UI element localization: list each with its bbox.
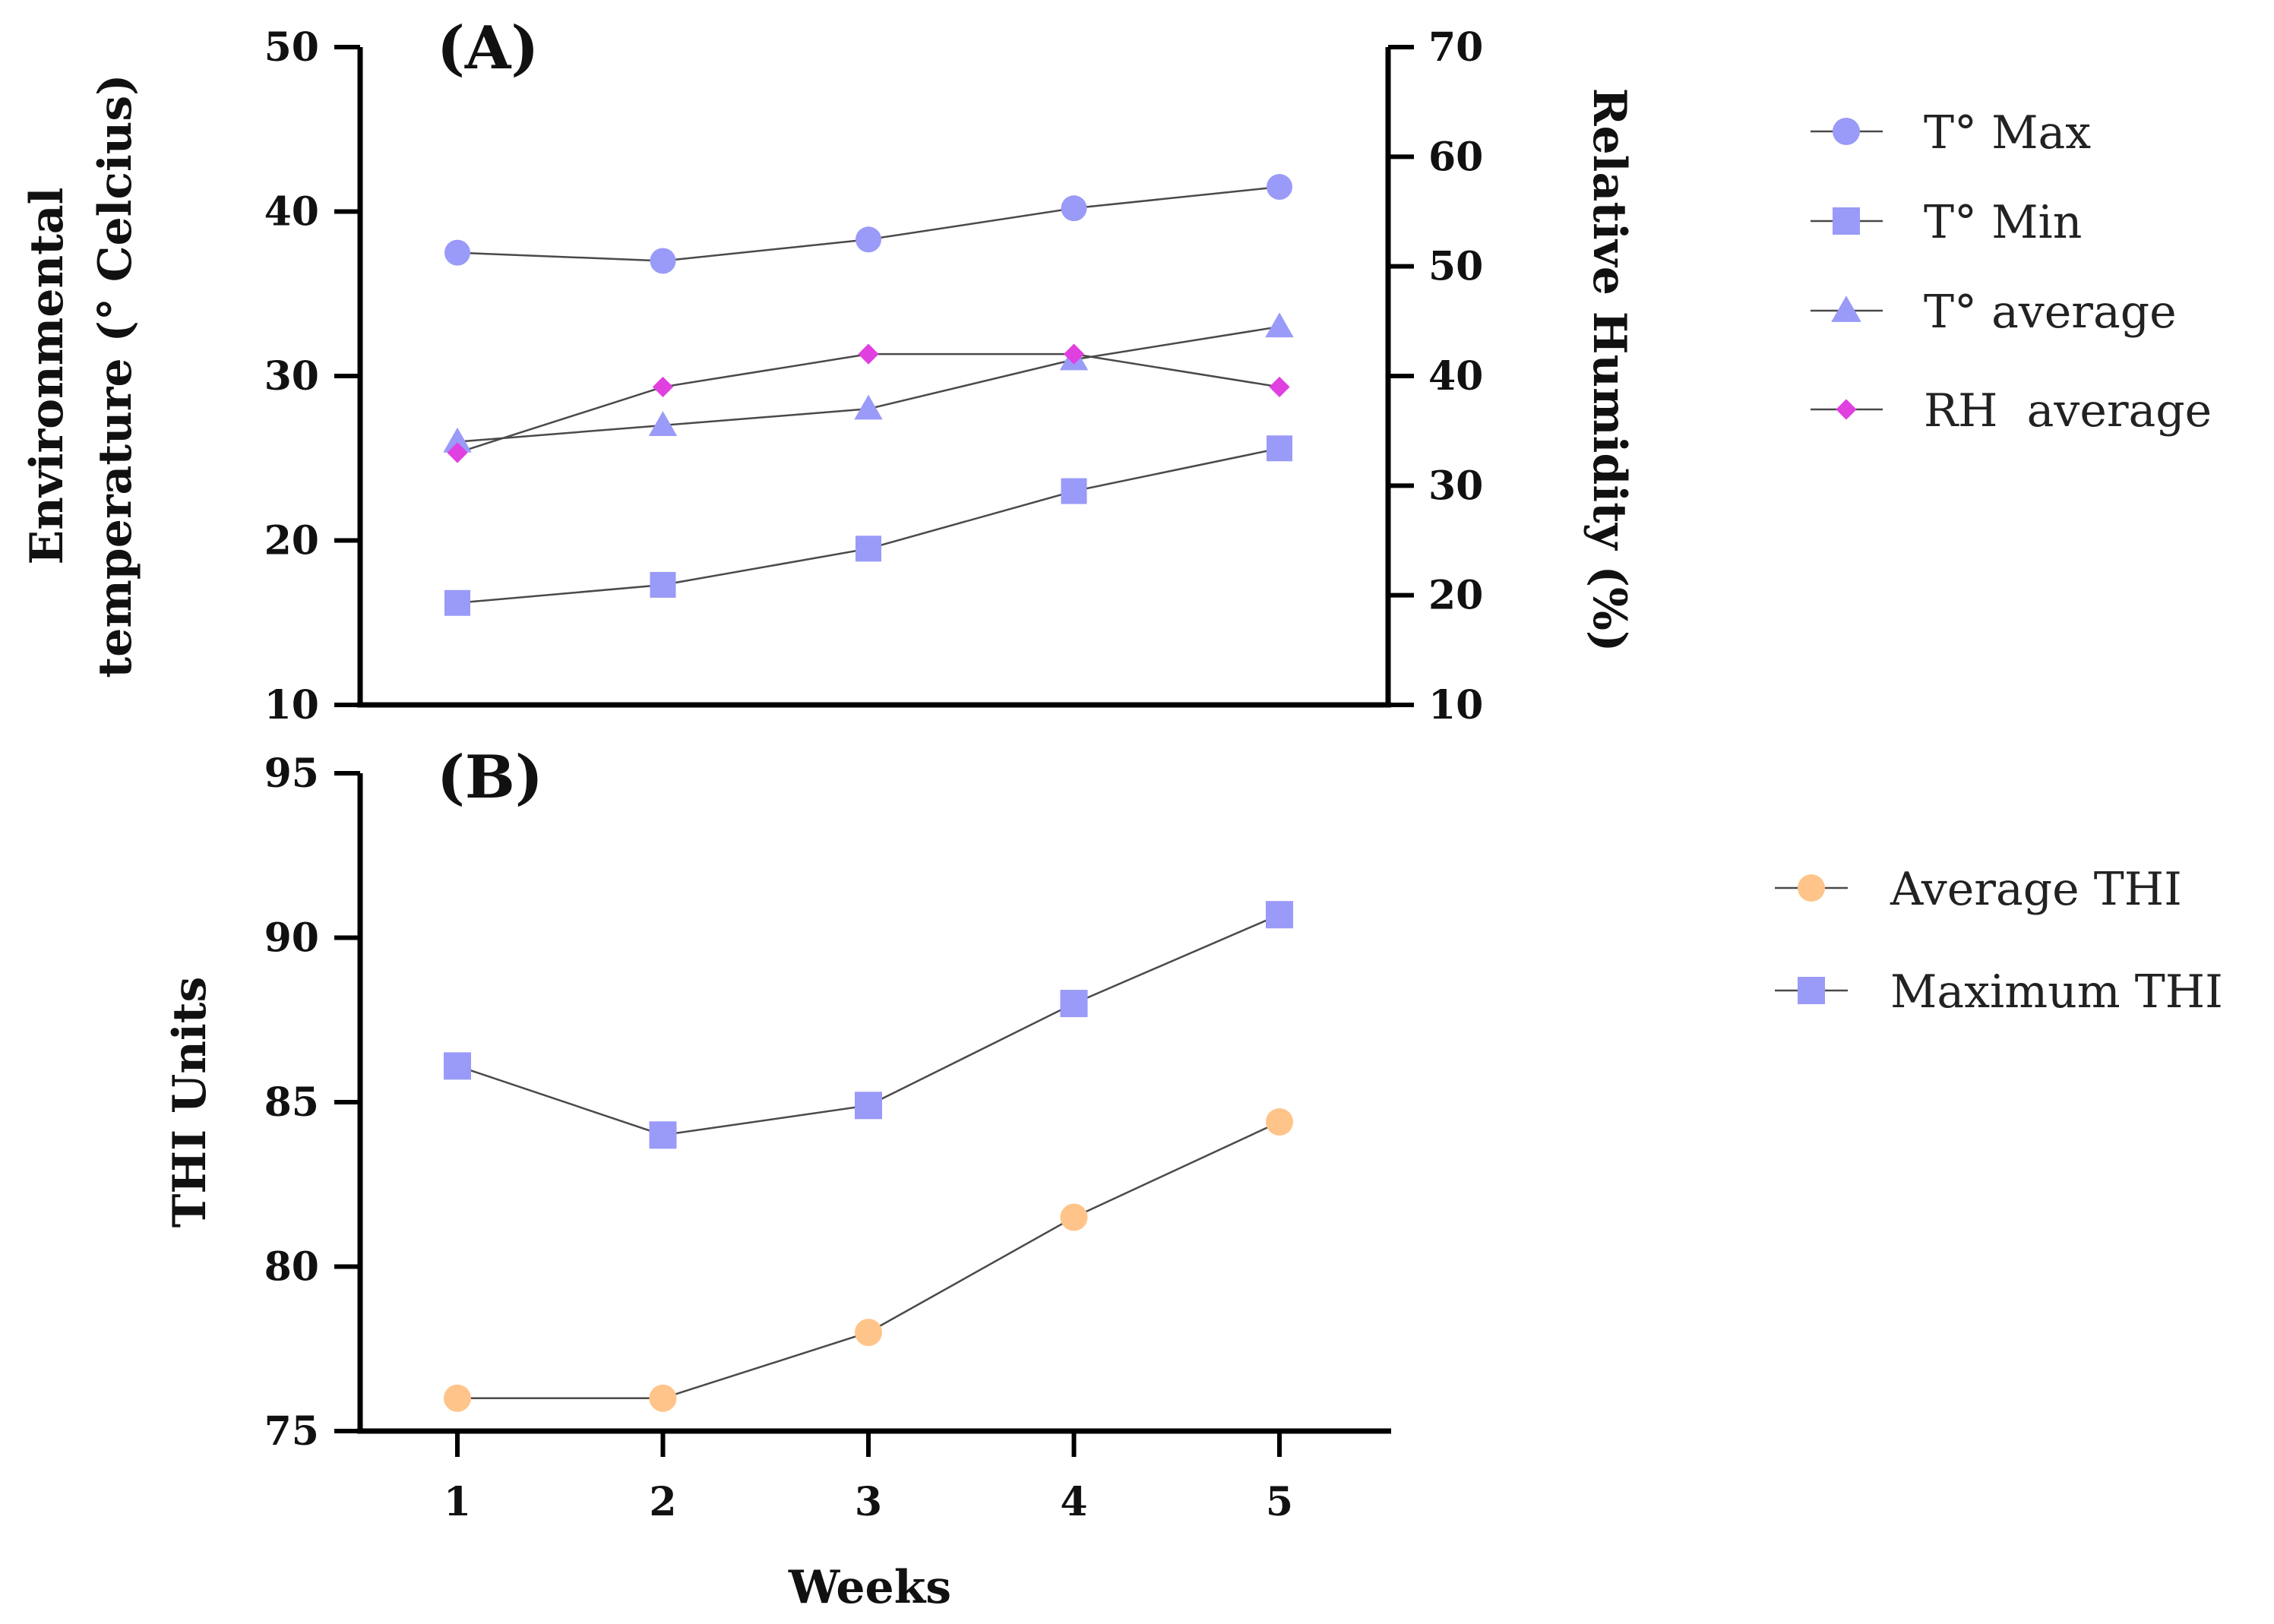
panel-a-left-tick-label: 10 xyxy=(264,682,319,728)
panel-a-left-tick-label: 20 xyxy=(264,518,319,564)
panel-a: (A) 10 20 30 40 50 10 20 30 40 50 60 70 Environmen… xyxy=(21,14,2212,728)
panel-a-legend-label: RH average xyxy=(1924,384,2212,438)
panel-a-right-tick-label: 20 xyxy=(1428,573,1483,619)
panel-b-y-axis-title: THI Units xyxy=(163,977,217,1228)
panel-a-point xyxy=(1061,478,1087,504)
panel-a-right-tick-label: 30 xyxy=(1428,463,1483,509)
panel-a-legend-label: T° Min xyxy=(1924,196,2082,249)
panel-a-right-tick-label: 70 xyxy=(1428,24,1483,71)
panel-b-x-tick-label: 2 xyxy=(649,1479,676,1525)
panel-b-legend-marker xyxy=(1798,977,1825,1004)
panel-b: (B) 75 80 85 90 95 1 2 3 4 5 THI Units Weeks Ave… xyxy=(163,743,2223,1614)
panel-a-legend-marker xyxy=(1833,118,1860,145)
panel-a-point xyxy=(444,589,470,616)
panel-b-point xyxy=(855,1092,882,1120)
panel-a-point xyxy=(443,427,472,453)
panel-b-point xyxy=(855,1319,882,1347)
panel-b-legend: Average THI Maximum THI xyxy=(1775,863,2223,1019)
panel-a-point xyxy=(854,394,883,420)
panel-a-point xyxy=(1269,376,1290,398)
panel-a-right-tick-label: 50 xyxy=(1428,244,1483,290)
panel-a-right-axis-title: Relative Humidity (%) xyxy=(1583,88,1636,652)
panel-a-point xyxy=(858,343,879,365)
panel-a-point xyxy=(648,411,678,436)
panel-a-point xyxy=(856,536,881,562)
panel-b-point xyxy=(444,1384,471,1412)
panel-a-left-tick-label: 50 xyxy=(264,24,319,71)
panel-b-x-tick-label: 3 xyxy=(855,1479,882,1525)
panel-a-point xyxy=(444,239,470,266)
panel-a-point xyxy=(1063,343,1085,365)
panel-b-y-tick-label: 75 xyxy=(264,1408,319,1455)
panel-a-point xyxy=(650,571,676,598)
panel-a-point xyxy=(1265,312,1294,338)
panel-a-left-tick-label: 30 xyxy=(264,353,319,400)
panel-a-left-tick-label: 40 xyxy=(264,189,319,235)
panel-b-point xyxy=(649,1121,677,1149)
panel-b-x-axis-title: Weeks xyxy=(788,1561,951,1614)
panel-b-y-tick-label: 80 xyxy=(264,1244,319,1291)
panel-a-legend-marker xyxy=(1831,295,1861,322)
panel-b-series-line-1 xyxy=(457,1120,1280,1399)
panel-b-point xyxy=(1266,901,1293,929)
panel-a-point xyxy=(650,248,676,274)
panel-b-label: (B) xyxy=(437,743,543,812)
panel-a-left-axis-title-line2: temperature (° Celcius) xyxy=(89,74,142,678)
panel-b-legend-marker xyxy=(1798,874,1825,902)
panel-a-legend-marker xyxy=(1836,399,1857,420)
panel-b-point xyxy=(444,1052,471,1080)
panel-a-point xyxy=(1267,174,1292,201)
panel-b-point xyxy=(1060,1203,1088,1231)
panel-a-legend: T° Max T° Min T° average RH average xyxy=(1811,106,2212,438)
panel-a-legend-label: T° Max xyxy=(1924,106,2091,160)
panel-a-point xyxy=(1061,195,1087,222)
panel-a-point xyxy=(652,376,674,398)
panel-b-x-tick-label: 4 xyxy=(1060,1479,1087,1525)
panel-b-x-tick-label: 1 xyxy=(444,1479,471,1525)
panel-a-label: (A) xyxy=(437,14,539,83)
panel-a-series-line-2 xyxy=(457,447,1280,605)
panel-a-point xyxy=(1267,435,1292,462)
panel-b-legend-label: Maximum THI xyxy=(1890,965,2223,1019)
panel-a-point xyxy=(856,226,881,253)
panel-b-legend-label: Average THI xyxy=(1890,863,2182,916)
panel-b-point xyxy=(649,1384,677,1412)
panel-a-legend-label: T° average xyxy=(1924,286,2177,339)
panel-a-right-tick-label: 60 xyxy=(1428,134,1483,180)
panel-b-x-tick-label: 5 xyxy=(1266,1479,1293,1525)
panel-a-left-axis-title-line1: Environmental xyxy=(21,188,74,565)
panel-b-point xyxy=(1266,1107,1293,1136)
panel-a-right-tick-label: 10 xyxy=(1428,682,1483,728)
panel-b-y-tick-label: 95 xyxy=(264,750,319,797)
panel-a-right-tick-label: 40 xyxy=(1428,353,1483,400)
panel-b-y-tick-label: 85 xyxy=(264,1079,319,1126)
panel-b-point xyxy=(1060,990,1088,1018)
panel-b-y-tick-label: 90 xyxy=(264,915,319,962)
panel-a-point xyxy=(447,442,468,463)
panel-a-legend-marker xyxy=(1833,207,1860,235)
